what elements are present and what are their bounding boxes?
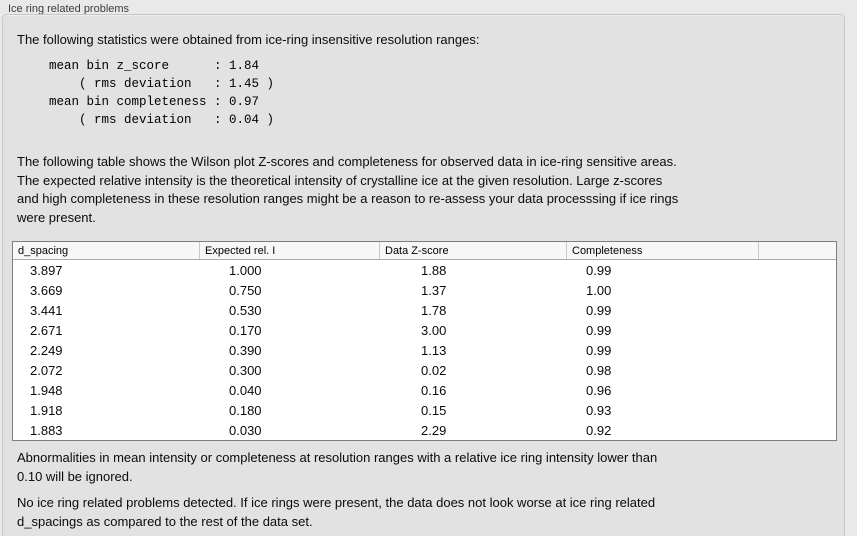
table-row[interactable]: 3.897 1.000 1.88 0.99 [13,260,836,280]
table-cell: 0.99 [586,342,612,358]
table-cell: 0.040 [229,382,262,398]
table-header-row: d_spacing Expected rel. I Data Z-score C… [13,242,836,260]
table-cell: 0.750 [229,282,262,298]
table-body: 3.897 1.000 1.88 0.99 3.669 0.750 1.37 1.00 3.44… [13,260,836,440]
ice-ring-table: d_spacing Expected rel. I Data Z-score C… [12,241,837,441]
table-cell: 0.390 [229,342,262,358]
table-cell: 0.99 [586,262,612,278]
ignore-note-text: Abnormalities in mean intensity or compl… [17,450,658,484]
table-cell: 3.897 [30,262,63,278]
table-cell: 0.16 [421,382,447,398]
table-cell: 0.180 [229,402,262,418]
table-row[interactable]: 1.883 0.030 2.29 0.92 [13,420,836,440]
table-cell: 2.29 [421,422,447,438]
column-header-expected-rel-i[interactable]: Expected rel. I [199,242,379,259]
table-cell: 0.99 [586,322,612,338]
table-cell: 1.00 [586,282,612,298]
table-row[interactable]: 3.441 0.530 1.78 0.99 [13,300,836,320]
table-cell: 3.441 [30,302,63,318]
table-row[interactable]: 2.671 0.170 3.00 0.99 [13,320,836,340]
table-row[interactable]: 3.669 0.750 1.37 1.00 [13,280,836,300]
column-header-completeness[interactable]: Completeness [566,242,758,259]
table-cell: 2.671 [30,322,63,338]
table-cell: 1.13 [421,342,447,358]
table-cell: 1.918 [30,402,63,418]
table-cell: 0.030 [229,422,262,438]
table-cell: 1.948 [30,382,63,398]
table-cell: 0.02 [421,362,447,378]
table-cell: 1.000 [229,262,262,278]
table-cell: 0.530 [229,302,262,318]
column-header-data-z-score[interactable]: Data Z-score [379,242,566,259]
table-cell: 1.37 [421,282,447,298]
table-cell: 0.98 [586,362,612,378]
table-cell: 1.883 [30,422,63,438]
table-row[interactable]: 2.072 0.300 0.02 0.98 [13,360,836,380]
table-cell: 0.170 [229,322,262,338]
table-cell: 3.00 [421,322,447,338]
table-row[interactable]: 1.948 0.040 0.16 0.96 [13,380,836,400]
table-cell: 1.78 [421,302,447,318]
table-cell: 0.92 [586,422,612,438]
table-cell: 1.88 [421,262,447,278]
table-cell: 2.072 [30,362,63,378]
table-cell: 2.249 [30,342,63,358]
table-description-text: The following table shows the Wilson plo… [17,154,679,225]
column-header-blank[interactable] [758,242,836,259]
table-row[interactable]: 1.918 0.180 0.15 0.93 [13,400,836,420]
table-cell: 3.669 [30,282,63,298]
stats-values-text: mean bin z_score : 1.84 ( rms deviation … [49,59,275,127]
table-cell: 0.15 [421,402,447,418]
column-header-d-spacing[interactable]: d_spacing [18,244,69,257]
table-cell: 0.93 [586,402,612,418]
group-box-title: Ice ring related problems [8,3,130,15]
table-row[interactable]: 2.249 0.390 1.13 0.99 [13,340,836,360]
table-cell: 0.99 [586,302,612,318]
table-cell: 0.96 [586,382,612,398]
conclusion-text: No ice ring related problems detected. I… [17,495,656,529]
stats-intro-text: The following statistics were obtained f… [17,32,480,47]
table-cell: 0.300 [229,362,262,378]
ice-ring-panel: The following statistics were obtained f… [2,14,845,536]
